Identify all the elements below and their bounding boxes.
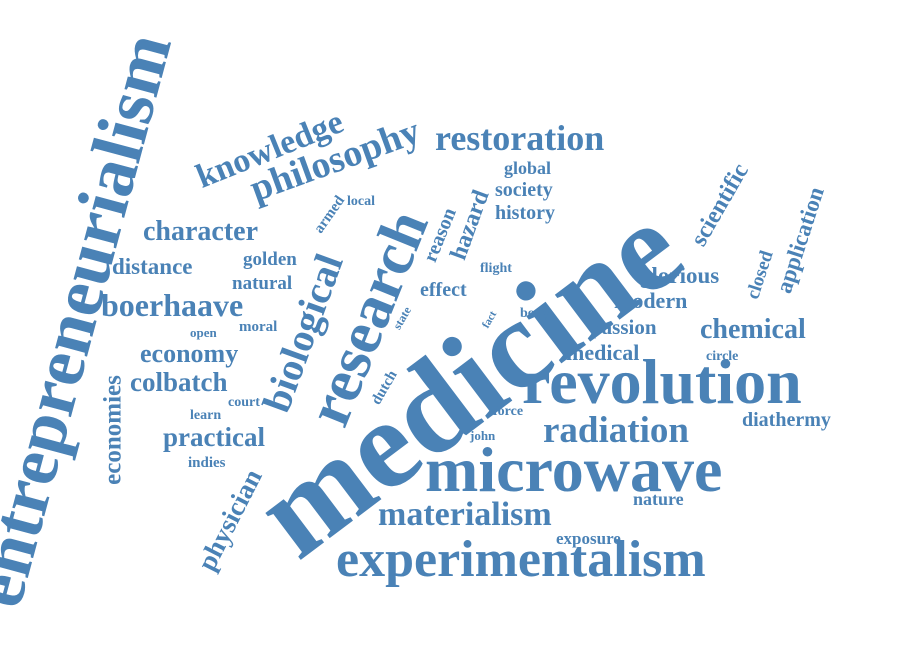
word-force: force xyxy=(493,404,524,419)
word-experimentalism: experimentalism xyxy=(336,531,706,588)
word-flight: flight xyxy=(480,261,512,276)
word-radiation: radiation xyxy=(543,410,689,451)
word-nature: nature xyxy=(633,489,684,509)
word-circle: circle xyxy=(706,349,739,364)
word-boerhaave: boerhaave xyxy=(101,287,244,323)
word-diathermy: diathermy xyxy=(742,409,831,431)
word-court: court xyxy=(228,395,260,410)
word-glorious: glorious xyxy=(640,263,720,288)
word-medical: medical xyxy=(566,340,640,365)
word-economy: economy xyxy=(140,339,239,368)
word-john: john xyxy=(470,428,496,443)
word-open: open xyxy=(190,325,217,340)
word-body: body xyxy=(520,306,550,321)
word-learn: learn xyxy=(190,408,222,423)
word-chemical: chemical xyxy=(700,314,806,345)
word-closed: closed xyxy=(742,248,778,302)
word-distance: distance xyxy=(112,254,193,279)
word-revolution: revolution xyxy=(522,346,802,417)
word-indies: indies xyxy=(188,455,226,471)
word-modern: modern xyxy=(614,288,688,313)
word-practical: practical xyxy=(163,422,265,452)
word-restoration: restoration xyxy=(435,118,605,158)
word-microwave: microwave xyxy=(425,434,723,505)
word-colbatch: colbatch xyxy=(130,367,228,397)
word-moral: moral xyxy=(239,319,278,335)
word-global: global xyxy=(504,158,552,178)
word-local: local xyxy=(347,194,375,209)
word-application: application xyxy=(771,183,829,297)
word-passion: passion xyxy=(590,315,657,339)
word-society: society xyxy=(495,179,553,201)
word-economies: economies xyxy=(99,375,127,485)
word-scientific: scientific xyxy=(686,159,754,251)
word-character: character xyxy=(143,216,259,247)
word-golden: golden xyxy=(243,249,297,270)
word-materialism: materialism xyxy=(378,496,552,533)
word-exposure: exposure xyxy=(556,529,621,548)
word-physician: physician xyxy=(191,464,268,576)
word-history: history xyxy=(495,202,555,224)
word-armed: armed xyxy=(311,193,349,237)
word-natural: natural xyxy=(232,273,293,294)
word-effect: effect xyxy=(420,279,467,301)
